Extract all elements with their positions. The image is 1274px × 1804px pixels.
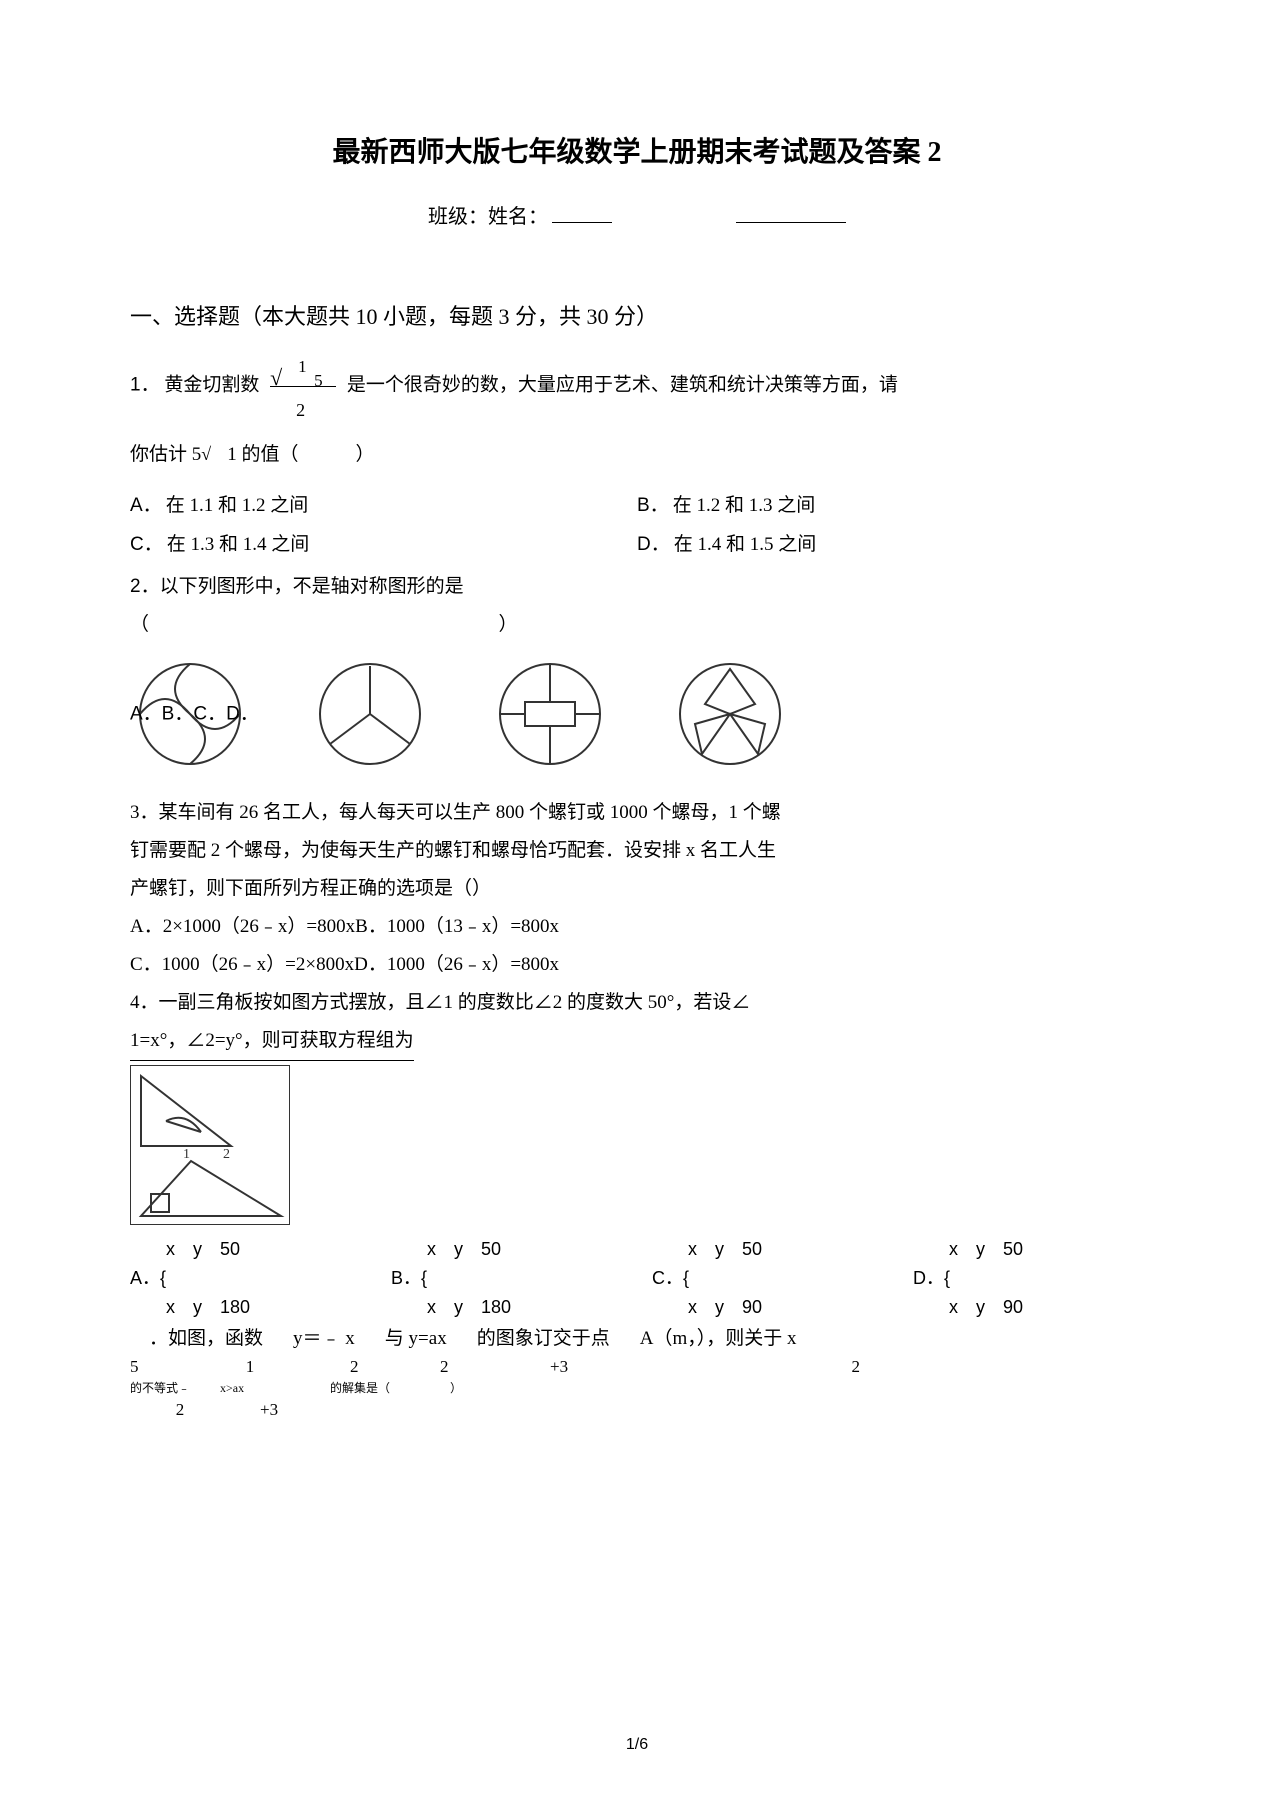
q4-l2: 1=x°，∠2=y°，则可获取方程组为 [130,1022,414,1061]
q5-row2: 5 1 2 2 +3 2 [130,1354,1144,1380]
opt-label: D． [637,534,670,555]
frac-num-1: 1 [298,350,307,384]
q4-l1: 4．一副三角板按如图方式摆放，且∠1 的度数比∠2 的度数大 50°，若设∠ [130,984,1144,1022]
q4-opt-b: x y 50 B．{ x y 180 [391,1235,622,1321]
q5-r2c: 2 [350,1354,410,1380]
q1-fraction: √ 1 5 2 [270,356,336,416]
opt-row2: x y 90 [913,1293,1144,1322]
opt-label: B． [637,495,669,516]
q5-r2b: 1 [180,1354,320,1380]
q5-r4b: +3 [260,1397,320,1423]
opt-row2: x y 180 [130,1293,361,1322]
opt-text: 在 1.4 和 1.5 之间 [674,534,817,555]
opt-label-row: B．{ [391,1264,622,1293]
q1-opt-a: A．在 1.1 和 1.2 之间 [130,484,637,523]
q2-text: 2．以下列图形中，不是轴对称图形的是 [130,568,1144,606]
q5-r3a: 的不等式﹣ [130,1379,190,1397]
q4-opt-c: x y 50 C．{ x y 90 [652,1235,883,1321]
q5: ．如图，函数 y＝﹣ x 与 y=ax 的图象订交于点 A（m，），则关于 x … [130,1325,1144,1423]
q2-figures-row: A．B．C．D． [130,654,1144,774]
paren-left: （ [130,614,149,635]
frac-num-5: 5 [314,364,323,398]
opt-row1: x y 50 [652,1235,883,1264]
q1-line2: 你估计 5√1 的值（ ） [130,436,1144,474]
q4-options: x y 50 A．{ x y 180 x y 50 B．{ x y 180 x … [130,1235,1144,1321]
q2-fig-c [490,654,610,774]
q4-opt-a: x y 50 A．{ x y 180 [130,1235,361,1321]
q2-labels: A．B．C．D． [130,699,259,726]
q5-r4a: 2 [130,1397,230,1423]
q5-r2f: 2 [660,1354,860,1380]
opt-label-row: D．{ [913,1264,1144,1293]
paren-right: ） [499,614,518,635]
q5-lead: ．如图，函数 [130,1325,263,1354]
q4: 4．一副三角板按如图方式摆放，且∠1 的度数比∠2 的度数大 50°，若设∠ 1… [130,984,1144,1321]
q1-opt-b: B．在 1.2 和 1.3 之间 [637,484,1144,523]
q3: 3．某车间有 26 名工人，每人每天可以生产 800 个螺钉或 1000 个螺母… [130,794,1144,984]
q1-line1: 1． 黄金切割数 √ 1 5 2 是一个很奇妙的数，大量应用于艺术、建筑和统计决… [130,356,1144,416]
q3-l5: C．1000（26﹣x）=2×800xD．1000（26﹣x）=800x [130,946,1144,984]
q1-opt-c: C．在 1.3 和 1.4 之间 [130,523,637,562]
opt-text: 在 1.2 和 1.3 之间 [673,495,816,516]
q3-l3: 产螺钉，则下面所列方程正确的选项是（） [130,870,1144,908]
q5-row1: ．如图，函数 y＝﹣ x 与 y=ax 的图象订交于点 A（m，），则关于 x [130,1325,1144,1354]
q5-r3d: ） [450,1379,462,1397]
q2-body: 以下列图形中，不是轴对称图形的是 [160,576,464,597]
q5-r2d: 2 [440,1354,520,1380]
blank-2 [736,222,846,223]
q2-number: 2． [130,576,160,597]
sqrt-sym: √ [201,436,211,472]
q2-fig-d [670,654,790,774]
opt-row1: x y 50 [913,1235,1144,1264]
q5-row3: 的不等式﹣ x>ax 的解集是（ ） [130,1379,1144,1397]
q3-l2: 钉需要配 2 个螺母，为使每天生产的螺钉和螺母恰巧配套．设安排 x 名工人生 [130,832,1144,870]
opt-label-row: A．{ [130,1264,361,1293]
opt-row2: x y 90 [652,1293,883,1322]
q1-number: 1． [130,374,160,395]
q5-p1: y＝﹣ x [293,1325,355,1354]
opt-label: C． [130,534,163,555]
q4-figure: 1 2 [130,1065,290,1225]
subtitle: 班级：姓名： [130,200,1144,229]
sqrt-inline-icon: √ [201,438,227,460]
svg-text:1: 1 [183,1147,190,1162]
q5-r2e: +3 [550,1354,630,1380]
page-title: 最新西师大版七年级数学上册期末考试题及答案 2 [130,130,1144,170]
sqrt-icon: √ [270,356,282,400]
q5-p3: 的图象订交于点 [477,1325,610,1354]
opt-row1: x y 50 [391,1235,622,1264]
section-1-heading: 一、选择题（本大题共 10 小题，每题 3 分，共 30 分） [130,299,1144,331]
q1-opt-d: D．在 1.4 和 1.5 之间 [637,523,1144,562]
q5-p2: 与 y=ax [385,1325,447,1354]
opt-row1: x y 50 [130,1235,361,1264]
blank-name [552,222,612,223]
frac-line [270,386,336,387]
q2-paren: （ ） [130,606,1144,644]
opt-label: A． [130,495,162,516]
svg-text:2: 2 [223,1147,230,1162]
subtitle-label: 班级：姓名： [428,206,548,228]
opt-label-row: C．{ [652,1264,883,1293]
q5-r3c: 的解集是（ [330,1379,420,1397]
q1-lead: 黄金切割数 [164,374,259,395]
q1-options: A．在 1.1 和 1.2 之间 B．在 1.2 和 1.3 之间 C．在 1.… [130,484,1144,562]
frac-den: 2 [296,392,305,428]
q3-l4: A．2×1000（26﹣x）=800xB．1000（13﹣x）=800x [130,908,1144,946]
q2-fig-a: A．B．C．D． [130,654,250,774]
q1-line2b: 1 的值（ ） [227,444,374,465]
opt-row2: x y 180 [391,1293,622,1322]
q5-r3b: x>ax [220,1379,300,1397]
opt-text: 在 1.1 和 1.2 之间 [166,495,309,516]
q5-r2a: 5 [130,1354,150,1380]
q1-tail: 是一个很奇妙的数，大量应用于艺术、建筑和统计决策等方面，请 [347,374,898,395]
page-footer: 1/6 [0,1736,1274,1754]
q1-line2a: 你估计 5 [130,444,201,465]
q5-row4: 2 +3 [130,1397,1144,1423]
q3-l1: 3．某车间有 26 名工人，每人每天可以生产 800 个螺钉或 1000 个螺母… [130,794,1144,832]
opt-text: 在 1.3 和 1.4 之间 [167,534,310,555]
q5-p4: A（m，），则关于 x [640,1325,797,1354]
q2-fig-b [310,654,430,774]
q4-opt-d: x y 50 D．{ x y 90 [913,1235,1144,1321]
